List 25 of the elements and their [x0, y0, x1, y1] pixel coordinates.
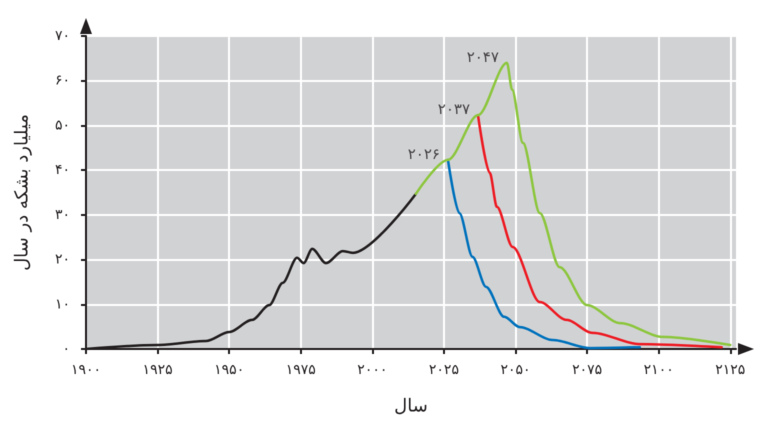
x-tick-label: ۱۹۵۰ — [214, 362, 244, 378]
x-axis-title: سال — [394, 396, 428, 416]
annotation: ۲۰۴۷ — [466, 48, 499, 66]
x-tick-label: ۲۱۰۰ — [644, 362, 674, 378]
annotation: ۲۰۳۷ — [438, 100, 470, 118]
y-axis-title: میلیارد بشکه در سال — [12, 114, 32, 271]
x-tick-label: ۱۹۲۵ — [142, 362, 173, 378]
x-tick-label: ۲۰۷۵ — [572, 362, 602, 378]
x-tick-label: ۲۰۵۰ — [500, 362, 531, 378]
line-series — [446, 158, 642, 350]
x-tick-label: ۲۰۰۰ — [357, 362, 388, 378]
annotation: ۲۰۲۶ — [408, 144, 440, 163]
y-tick-label: ۴۰ — [54, 162, 70, 178]
x-tick-label: ۱۹۷۵ — [286, 362, 316, 378]
y-tick-label: ۱۰ — [54, 296, 70, 312]
y-tick-label: ۲۰ — [54, 252, 70, 268]
line-series — [476, 114, 723, 348]
x-tick-label: ۱۹۰۰ — [70, 362, 102, 378]
y-tick-label: ۵۰ — [54, 117, 70, 134]
x-tick-label: ۲۰۲۵ — [428, 362, 459, 378]
x-tick-label: ۲۱۲۵ — [715, 362, 746, 378]
y-tick-label: ۷۰ — [54, 28, 70, 44]
y-tick-label: ۳۰ — [54, 206, 70, 223]
y-tick-label: ۰ — [62, 341, 70, 357]
y-tick-label: ۶۰ — [54, 72, 70, 89]
